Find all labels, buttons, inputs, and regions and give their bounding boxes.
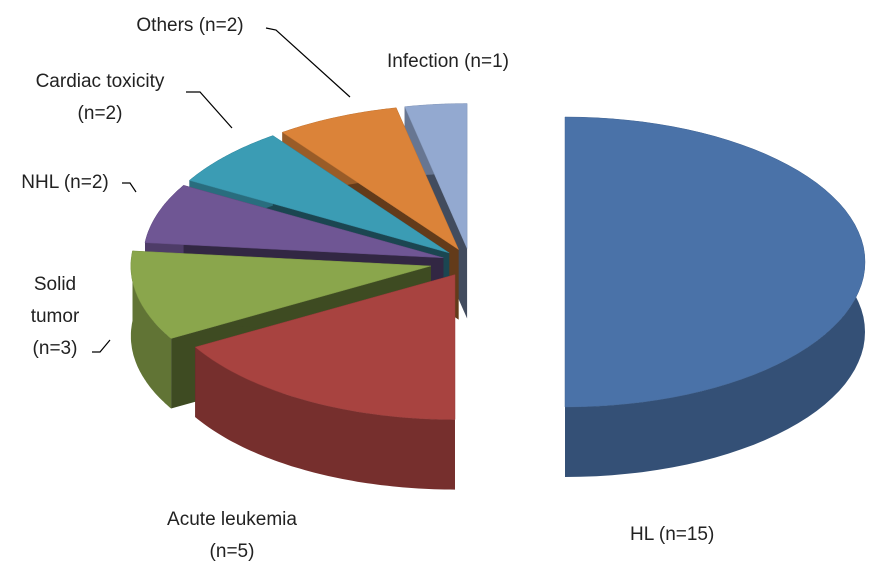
slice-side — [130, 250, 172, 409]
slice — [281, 107, 460, 251]
slice — [564, 116, 866, 477]
category-label: Acute leukemia (n=5) — [167, 509, 297, 562]
leader-line — [265, 27, 351, 98]
leader-line — [186, 91, 233, 129]
slice — [194, 274, 456, 420]
slice — [194, 274, 456, 490]
leader-line — [122, 182, 137, 193]
category-label: Others (n=2) — [136, 15, 243, 36]
category-label: Infection (n=1) — [387, 51, 509, 72]
slice-side — [195, 347, 455, 490]
category-label: Solid tumor (n=3) — [31, 274, 80, 359]
category-label: NHL (n=2) — [21, 172, 108, 193]
slice — [130, 250, 431, 339]
category-label: HL (n=15) — [630, 524, 714, 545]
slice — [564, 116, 866, 408]
category-label: Cardiac toxicity (n=2) — [36, 71, 165, 124]
slice — [188, 135, 450, 254]
leader-line — [92, 339, 111, 353]
slice — [144, 185, 444, 259]
slice — [404, 103, 468, 249]
